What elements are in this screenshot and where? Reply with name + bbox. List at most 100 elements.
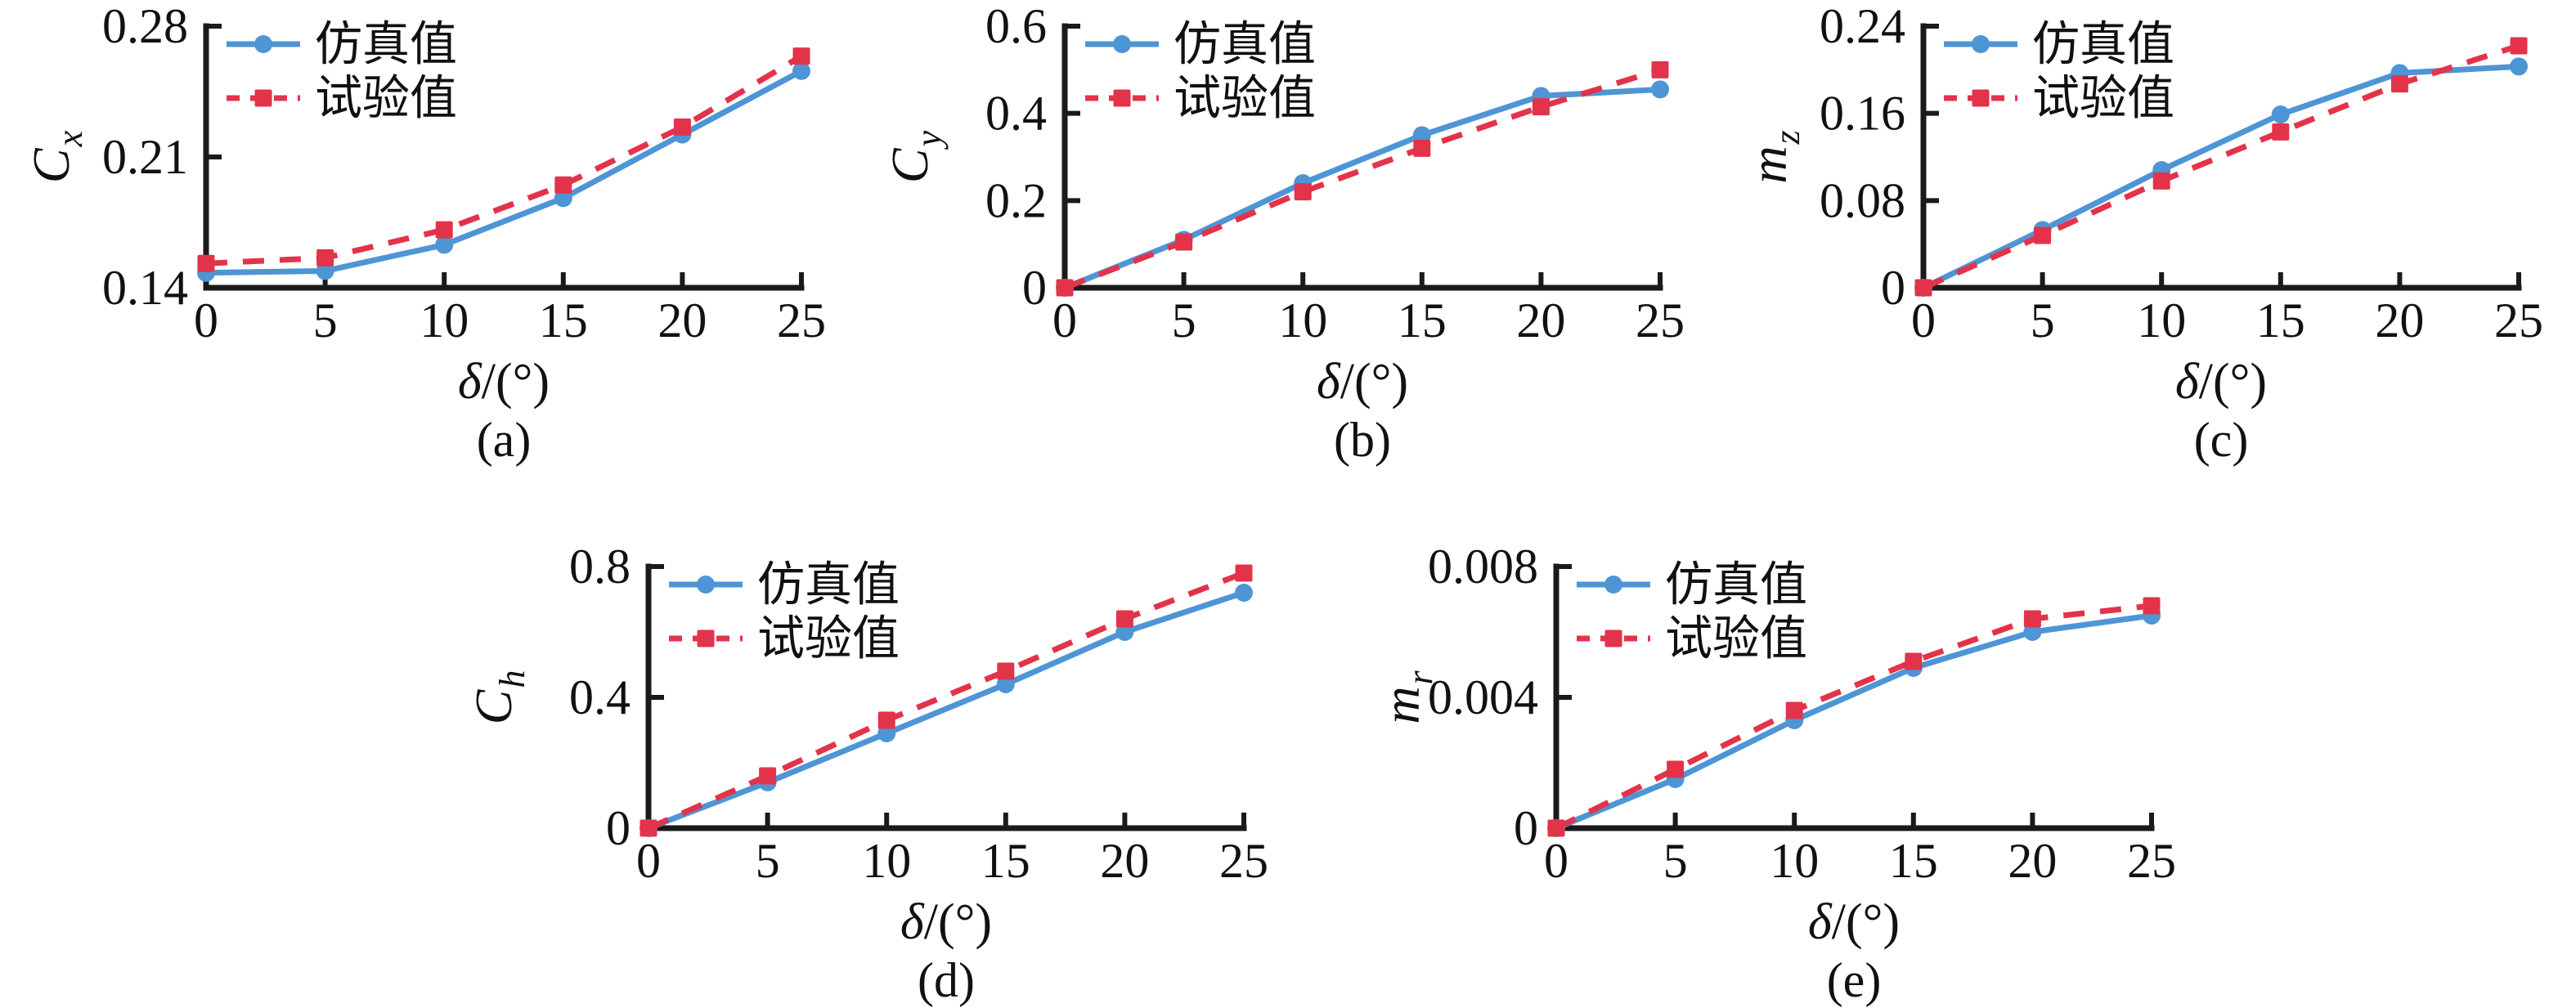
legend-label-sim: 仿真值 — [1174, 18, 1316, 71]
x-tick-label: 15 — [2256, 293, 2305, 347]
legend-marker-square — [1604, 629, 1622, 647]
chart-c: 0 5 10 15 20 25 0 0.08 0.16 0.24 mz δ/(°) (c) 仿真值 试验值 — [1717, 0, 2576, 470]
data-point-sim — [1651, 80, 1669, 99]
series-line-exp — [647, 570, 1245, 831]
data-point-sim — [435, 235, 454, 254]
data-point-exp — [2023, 610, 2041, 628]
y-axis-label: Cy — [881, 130, 949, 183]
y-axis-label-sub: y — [909, 130, 949, 150]
y-axis-label-sub: x — [50, 130, 90, 147]
chart-row-bottom: 0 5 10 15 20 25 0 0.4 0.8 Ch δ/(°) (d) 仿真值 试验值 0 5 10 15 2… — [442, 540, 2576, 1008]
chart-d: 0 5 10 15 20 25 0 0.4 0.8 Ch δ/(°) (d) 仿真值 试验值 — [442, 540, 1301, 1008]
x-tick-label: 25 — [1636, 293, 1685, 347]
legend-marker-circle — [1604, 576, 1622, 594]
y-axis-label: Cx — [22, 130, 90, 183]
y-axis-label-sub: h — [492, 670, 532, 688]
y-axis-label-sub: r — [1400, 670, 1440, 684]
data-point-exp — [759, 767, 777, 785]
y-tick-label: 0.004 — [1428, 670, 1538, 724]
data-point-exp — [316, 249, 334, 267]
x-tick-label: 20 — [1516, 293, 1565, 347]
data-point-exp — [2034, 226, 2052, 244]
data-point-exp — [1905, 652, 1923, 670]
data-point-exp — [435, 221, 453, 239]
y-axis-label-main: m — [1372, 686, 1430, 724]
y-tick-label: 0.008 — [1428, 540, 1538, 594]
x-tick-label: 25 — [1219, 834, 1268, 888]
x-tick-label: 0 — [1544, 834, 1568, 888]
data-point-exp — [1785, 701, 1803, 719]
x-axis-label-units: /(°) — [482, 354, 550, 410]
series-line-sim — [1555, 612, 2152, 831]
data-point-exp — [2152, 172, 2170, 190]
x-axis-label: δ/(°) — [1808, 894, 1900, 950]
legend-label-sim: 仿真值 — [757, 558, 900, 612]
x-tick-label: 25 — [2127, 834, 2176, 888]
x-tick-label: 10 — [862, 834, 911, 888]
data-point-exp — [640, 819, 657, 837]
x-axis-label: δ/(°) — [458, 354, 550, 410]
x-tick-label: 0 — [1911, 293, 1936, 347]
data-point-exp — [2390, 75, 2408, 93]
legend-marker-circle — [254, 35, 272, 53]
y-tick-label: 0 — [1881, 261, 1905, 315]
legend-marker-square — [697, 629, 715, 647]
data-point-exp — [197, 254, 215, 272]
x-tick-label: 10 — [1770, 834, 1819, 888]
data-point-exp — [1914, 279, 1932, 297]
legend-label-sim: 仿真值 — [2032, 18, 2174, 71]
data-point-exp — [1651, 60, 1669, 78]
y-tick-label: 0.08 — [1820, 173, 1905, 227]
y-tick-label: 0.2 — [985, 173, 1047, 227]
x-tick-label: 25 — [777, 293, 826, 347]
y-tick-label: 0.6 — [985, 0, 1047, 53]
y-tick-label: 0.24 — [1820, 0, 1905, 53]
y-axis-label: mz — [1739, 130, 1807, 183]
series-line-exp — [1063, 66, 1662, 291]
series-line-exp — [1922, 43, 2520, 291]
data-point-sim — [1235, 584, 1253, 602]
y-axis-label-sub: z — [1767, 130, 1807, 145]
x-axis-label: δ/(°) — [1317, 354, 1408, 410]
legend-marker-square — [1113, 89, 1131, 107]
y-tick-label: 0.28 — [102, 0, 188, 53]
x-tick-label: 10 — [1278, 293, 1327, 347]
y-tick-label: 0 — [1514, 801, 1538, 855]
x-axis-label-symbol: δ — [900, 894, 925, 950]
series-line-exp — [1555, 603, 2152, 831]
x-tick-label: 0 — [194, 293, 218, 347]
chart-caption-c: (c) — [2194, 413, 2249, 467]
x-tick-label: 5 — [1172, 293, 1196, 347]
legend-label-exp: 试验值 — [2032, 72, 2174, 125]
data-point-exp — [1115, 610, 1133, 628]
chart-caption-e: (e) — [1827, 953, 1882, 1007]
legend-label-exp: 试验值 — [1174, 72, 1316, 125]
legend-marker-circle — [1113, 35, 1131, 53]
data-point-exp — [2143, 597, 2161, 615]
data-point-exp — [673, 118, 691, 136]
x-axis-label: δ/(°) — [2175, 354, 2267, 410]
chart-b: 0 5 10 15 20 25 0 0.2 0.4 0.6 Cy δ/(°) (b) 仿真值 试验值 — [859, 0, 1717, 470]
x-tick-label: 5 — [2031, 293, 2055, 347]
chart-caption-d: (d) — [918, 953, 975, 1007]
series-line-sim — [1922, 63, 2520, 291]
data-point-exp — [2510, 37, 2528, 55]
legend-label-sim: 仿真值 — [315, 18, 457, 71]
chart-caption-b: (b) — [1334, 413, 1391, 467]
legend-label-exp: 试验值 — [757, 612, 900, 665]
x-tick-label: 15 — [1889, 834, 1938, 888]
chart-row-top: 0 5 10 15 20 25 0.14 0.21 0.28 Cx δ/(°) (a) 仿真值 试验值 0 5… — [0, 0, 2576, 470]
chart-e: 0 5 10 15 20 25 0 0.004 0.008 mr δ/(°) (e) 仿真值 试验值 — [1350, 540, 2209, 1008]
chart-caption-a: (a) — [477, 413, 532, 467]
x-axis-label-units: /(°) — [1832, 894, 1900, 950]
x-tick-label: 20 — [1100, 834, 1149, 888]
data-point-exp — [1175, 233, 1193, 251]
x-axis-label-symbol: δ — [2175, 354, 2200, 410]
legend-marker-square — [1972, 89, 1990, 107]
x-tick-label: 20 — [2375, 293, 2424, 347]
y-axis-label-main: C — [464, 688, 523, 724]
y-axis-label-main: m — [1739, 146, 1797, 183]
